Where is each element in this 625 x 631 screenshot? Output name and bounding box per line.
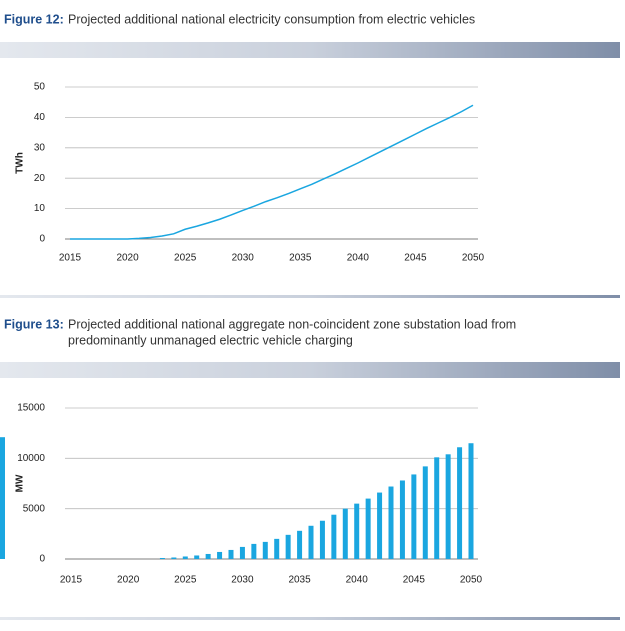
bar xyxy=(159,557,165,559)
bar xyxy=(434,457,440,559)
bar xyxy=(399,480,405,559)
x-tick-label: 2020 xyxy=(116,253,139,264)
figure-label: Figure 12: xyxy=(4,12,64,26)
y-tick-label: 10 xyxy=(34,203,46,214)
bar xyxy=(445,454,451,559)
x-tick-label: 2040 xyxy=(346,575,369,586)
y-axis-label: TWh xyxy=(15,152,26,174)
bar xyxy=(171,557,177,559)
y-axis-label: MW xyxy=(15,474,26,492)
bar xyxy=(285,534,291,559)
y-tick-label: 10000 xyxy=(17,453,45,464)
bar xyxy=(377,492,383,559)
x-tick-label: 2050 xyxy=(462,253,485,264)
figure-subtitle: predominantly unmanaged electric vehicle… xyxy=(68,333,353,347)
bar xyxy=(194,555,200,559)
line xyxy=(70,104,474,240)
x-tick-label: 2025 xyxy=(174,575,197,586)
y-tick-label: 0 xyxy=(39,234,45,245)
x-tick-label: 2040 xyxy=(347,253,370,264)
x-tick-label: 2035 xyxy=(288,575,311,586)
x-tick-label: 2050 xyxy=(460,575,483,586)
x-tick-label: 2030 xyxy=(231,575,254,586)
bar xyxy=(422,466,428,559)
y-tick-label: 30 xyxy=(34,142,46,153)
bar xyxy=(365,498,371,559)
banner xyxy=(0,362,620,378)
y-tick-label: 50 xyxy=(34,82,46,93)
y-tick-label: 20 xyxy=(34,173,46,184)
x-tick-label: 2045 xyxy=(403,575,426,586)
bar xyxy=(354,503,360,559)
bar xyxy=(274,538,280,559)
bar xyxy=(468,443,474,559)
bar xyxy=(388,486,394,559)
x-tick-label: 2035 xyxy=(289,253,312,264)
bar xyxy=(228,549,234,559)
footer-band xyxy=(0,295,620,298)
bar xyxy=(457,447,463,559)
x-tick-label: 2020 xyxy=(117,575,140,586)
x-tick-label: 2015 xyxy=(59,253,82,264)
bar xyxy=(182,556,188,559)
banner xyxy=(0,42,620,58)
bar xyxy=(308,525,314,559)
y-tick-label: 15000 xyxy=(17,403,45,414)
x-tick-label: 2045 xyxy=(404,253,427,264)
bar xyxy=(251,543,257,559)
bar xyxy=(297,530,303,559)
bar xyxy=(205,553,211,559)
y-tick-label: 5000 xyxy=(23,503,46,514)
bar xyxy=(239,546,245,559)
y-tick-label: 0 xyxy=(39,554,45,565)
bar xyxy=(411,474,417,559)
figure-title: Projected additional national electricit… xyxy=(68,12,475,26)
x-tick-label: 2025 xyxy=(174,253,197,264)
bar xyxy=(342,508,348,559)
y-tick-label: 40 xyxy=(34,112,46,123)
bar xyxy=(217,551,223,559)
bar xyxy=(331,514,337,559)
bar xyxy=(0,437,5,559)
bar xyxy=(262,541,268,559)
bar xyxy=(319,520,325,559)
footer-band xyxy=(0,617,620,620)
figure-label: Figure 13: xyxy=(4,317,64,331)
x-tick-label: 2015 xyxy=(60,575,83,586)
figure-title: Projected additional national aggregate … xyxy=(68,317,516,331)
x-tick-label: 2030 xyxy=(232,253,255,264)
